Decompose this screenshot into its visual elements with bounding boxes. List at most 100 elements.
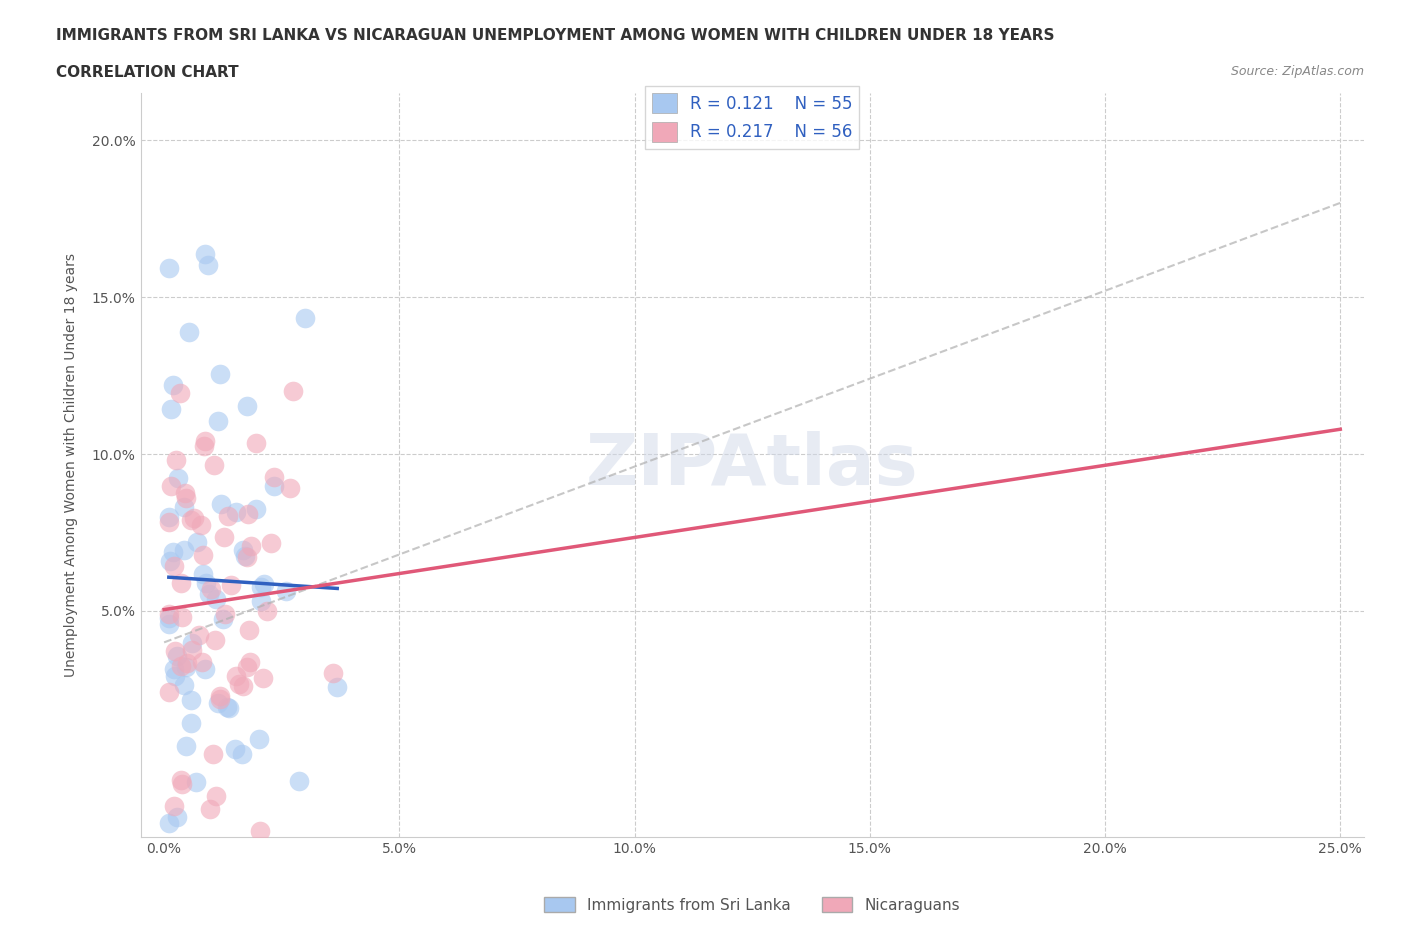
Point xyxy=(217,509,239,524)
Point xyxy=(231,747,253,762)
Point xyxy=(176,738,198,753)
Point xyxy=(166,809,188,824)
Point xyxy=(263,479,285,494)
Point xyxy=(170,773,193,788)
Point xyxy=(236,659,259,674)
Point xyxy=(157,510,180,525)
Point xyxy=(188,628,211,643)
Point xyxy=(219,578,242,592)
Point xyxy=(212,611,235,626)
Point xyxy=(250,580,273,595)
Point xyxy=(236,398,259,413)
Point xyxy=(191,548,214,563)
Point xyxy=(190,517,212,532)
Text: CORRELATION CHART: CORRELATION CHART xyxy=(56,65,239,80)
Point xyxy=(198,802,221,817)
Point xyxy=(173,542,195,557)
Point xyxy=(238,622,260,637)
Point xyxy=(179,693,201,708)
Point xyxy=(249,594,271,609)
Point xyxy=(253,577,276,591)
Point xyxy=(232,542,254,557)
Point xyxy=(288,774,311,789)
Point xyxy=(194,433,217,448)
Point xyxy=(204,632,226,647)
Point xyxy=(183,511,205,525)
Point xyxy=(186,535,208,550)
Point xyxy=(157,611,180,626)
Point xyxy=(194,246,217,261)
Point xyxy=(197,258,219,272)
Point xyxy=(207,696,229,711)
Point xyxy=(163,559,186,574)
Point xyxy=(169,385,191,400)
Point xyxy=(170,610,193,625)
Point xyxy=(260,536,283,551)
Point xyxy=(247,732,270,747)
Point xyxy=(194,576,217,591)
Point xyxy=(166,648,188,663)
Point xyxy=(198,587,221,602)
Point xyxy=(245,435,267,450)
Point xyxy=(167,471,190,485)
Point xyxy=(162,544,184,559)
Point xyxy=(200,581,222,596)
Point xyxy=(163,799,186,814)
Point xyxy=(214,606,236,621)
Point xyxy=(181,635,204,650)
Point xyxy=(208,689,231,704)
Point xyxy=(240,538,263,553)
Point xyxy=(263,470,285,485)
Point xyxy=(278,480,301,495)
Point xyxy=(239,655,262,670)
Point xyxy=(163,661,186,676)
Point xyxy=(224,741,246,756)
Point xyxy=(157,514,180,529)
Point xyxy=(207,413,229,428)
Point xyxy=(194,661,217,676)
Point xyxy=(180,512,202,527)
Y-axis label: Unemployment Among Women with Children Under 18 years: Unemployment Among Women with Children U… xyxy=(65,253,77,677)
Point xyxy=(209,497,232,512)
Point xyxy=(159,553,181,568)
Point xyxy=(281,383,304,398)
Point xyxy=(225,669,247,684)
Point xyxy=(170,658,193,673)
Point xyxy=(228,676,250,691)
Point xyxy=(177,325,200,339)
Point xyxy=(294,311,316,325)
Point xyxy=(165,453,187,468)
Point xyxy=(218,700,240,715)
Point xyxy=(157,617,180,631)
Point xyxy=(180,716,202,731)
Point xyxy=(176,656,198,671)
Point xyxy=(202,458,225,472)
Text: Source: ZipAtlas.com: Source: ZipAtlas.com xyxy=(1230,65,1364,78)
Point xyxy=(252,671,274,685)
Point xyxy=(208,366,231,381)
Point xyxy=(181,643,204,658)
Point xyxy=(174,485,197,500)
Point xyxy=(209,691,232,706)
Point xyxy=(202,746,225,761)
Point xyxy=(159,260,181,275)
Point xyxy=(245,501,267,516)
Point xyxy=(236,550,259,565)
Point xyxy=(173,500,195,515)
Point xyxy=(173,678,195,693)
Point xyxy=(193,438,215,453)
Legend: Immigrants from Sri Lanka, Nicaraguans: Immigrants from Sri Lanka, Nicaraguans xyxy=(538,890,966,919)
Point xyxy=(204,789,226,804)
Point xyxy=(217,700,239,715)
Point xyxy=(160,401,183,416)
Point xyxy=(233,548,256,563)
Point xyxy=(174,490,197,505)
Point xyxy=(274,584,297,599)
Point xyxy=(238,507,260,522)
Point xyxy=(322,666,344,681)
Point xyxy=(157,606,180,621)
Point xyxy=(186,775,208,790)
Point xyxy=(170,777,193,791)
Point xyxy=(157,815,180,830)
Point xyxy=(170,575,193,590)
